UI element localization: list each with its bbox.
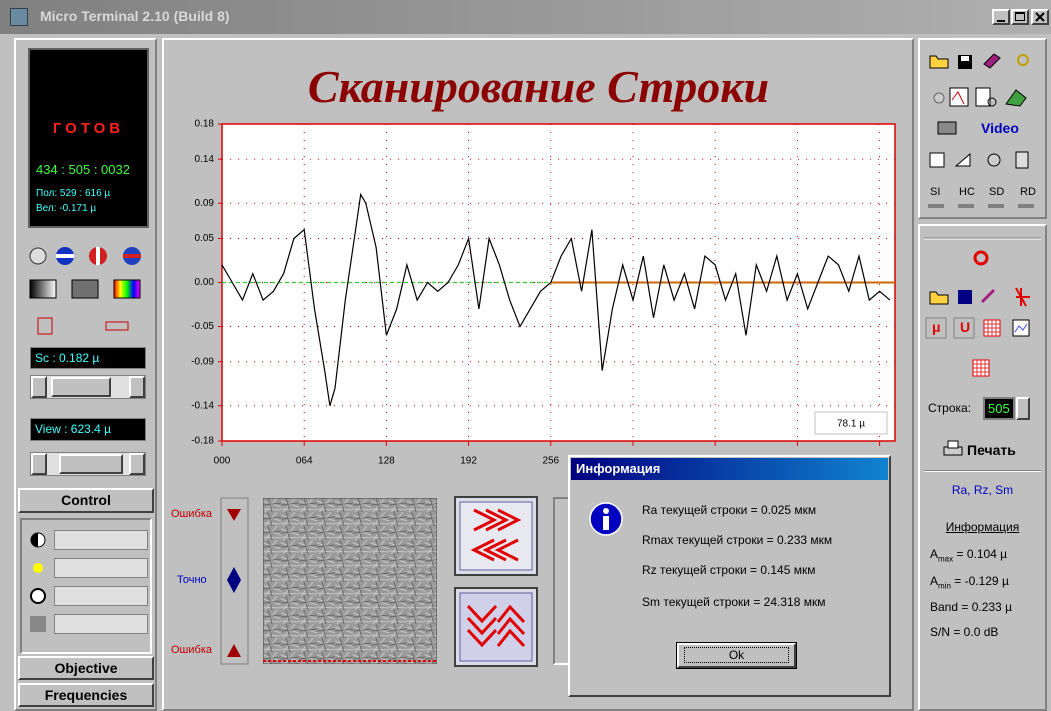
row-label: Строка: [928,401,971,415]
close-button[interactable] [1031,9,1049,25]
indicator-top: Ошибка [171,508,212,520]
dialog-line: Ra текущей строки = 0.025 мкм [642,503,816,517]
control-button[interactable]: Control [18,488,154,513]
info-dialog: Информация Ra текущей строки = 0.025 мкм… [568,455,891,697]
y-tick-label: -0.09 [191,356,214,367]
volt-button[interactable]: U [960,319,970,335]
control-sliders [20,518,152,654]
ok-label: Ok [684,647,789,663]
row-value: 505 [988,401,1010,416]
magnitude: Вел: -0.171 µ [36,203,96,214]
maximize-button[interactable] [1011,9,1029,25]
x-tick-label: 000 [214,456,231,467]
print-button[interactable]: Печать [967,442,1016,458]
x-tick-label: 128 [378,456,395,467]
status-display: ГОТОВ 434 : 505 : 0032 Пол: 529 : 616 µ … [28,48,149,228]
channel-label[interactable]: RD [1020,186,1036,198]
x-tick-label: 064 [296,456,313,467]
y-tick-label: 0.18 [195,119,215,130]
stat-sub: min [938,581,951,590]
chart: 0.18 0.14 0.09 0.05 0.00 -0.05 -0.09 -0.14 -0.18… [165,100,912,472]
stat-name: A [930,547,938,561]
window-title: Micro Terminal 2.10 (Build 8) [40,8,230,24]
scale-box: Sc : 0.182 µ [30,347,146,369]
stat: Amin = -0.129 µ [930,574,1009,590]
status-text: ГОТОВ [30,120,147,137]
app-icon [10,8,28,26]
annotation: 78.1 µ [837,419,865,430]
y-tick-label: 0.09 [195,198,215,209]
left-icons [20,236,150,346]
separator [924,470,1041,472]
scale-text: Sc : 0.182 µ [35,351,99,365]
stat: Amax = 0.104 µ [930,547,1007,563]
view-text: View : 623.4 µ [35,422,111,436]
micron-button[interactable]: μ [932,319,941,335]
info-icon [588,501,624,537]
scale-slider[interactable] [30,375,146,399]
roughness-button[interactable]: Ra, Rz, Sm [918,483,1047,497]
dialog-title: Информация [576,461,660,476]
video-label[interactable]: Video [981,120,1019,136]
indicator-middle: Точно [177,574,207,586]
y-tick-label: 0.14 [195,154,215,165]
surface-image [263,498,437,664]
dialog-line: Rmax текущей строки = 0.233 мкм [642,533,832,547]
dialog-title-bar: Информация [571,458,888,480]
ok-button[interactable]: Ok [677,643,796,668]
y-tick-label: -0.05 [191,321,214,332]
y-tick-label: 0.05 [195,233,215,244]
indicator-marks [220,497,250,667]
brightness-slider[interactable] [54,558,148,578]
y-tick-label: -0.14 [191,400,214,411]
printer-icon [943,440,963,458]
dialog-line: Sm текущей строки = 24.318 мкм [642,595,825,609]
info-heading: Информация [918,520,1047,534]
right-icons [920,230,1045,380]
filter-slider[interactable] [54,614,148,634]
title-bar: Micro Terminal 2.10 (Build 8) [0,0,1051,34]
coords: 434 : 505 : 0032 [36,162,130,177]
x-tick-label: 256 [542,456,559,467]
x-tick-label: 192 [460,456,477,467]
frequencies-button[interactable]: Frequencies [18,683,154,707]
view-box: View : 623.4 µ [30,418,146,441]
row-spin[interactable] [1016,397,1030,420]
scan-direction-buttons[interactable] [454,496,540,668]
position: Пол: 529 : 616 µ [36,188,110,199]
contrast-slider[interactable] [54,530,148,550]
stat: Band = 0.233 µ [930,600,1012,614]
y-tick-label: -0.18 [191,436,214,447]
ok-button-frame: Ok [676,642,797,669]
stat-value: = -0.129 µ [951,574,1009,588]
channel-label[interactable]: SI [930,186,940,198]
stat-name: A [930,574,938,588]
minimize-button[interactable] [992,9,1010,25]
y-tick-label: 0.00 [195,277,215,288]
row-value-box[interactable]: 505 [983,397,1015,420]
app-window: Micro Terminal 2.10 (Build 8) ГОТОВ 434 … [0,0,1051,711]
stat-sub: max [938,554,953,563]
channel-label[interactable]: HC [959,186,975,198]
stat-value: = 0.104 µ [953,547,1007,561]
objective-button[interactable]: Objective [18,656,154,680]
view-slider[interactable] [30,452,146,476]
channel-label[interactable]: SD [989,186,1004,198]
stat: S/N = 0.0 dB [930,625,998,639]
indicator-bottom: Ошибка [171,644,212,656]
dialog-line: Rz текущей строки = 0.145 мкм [642,563,815,577]
speed-slider[interactable] [54,586,148,606]
